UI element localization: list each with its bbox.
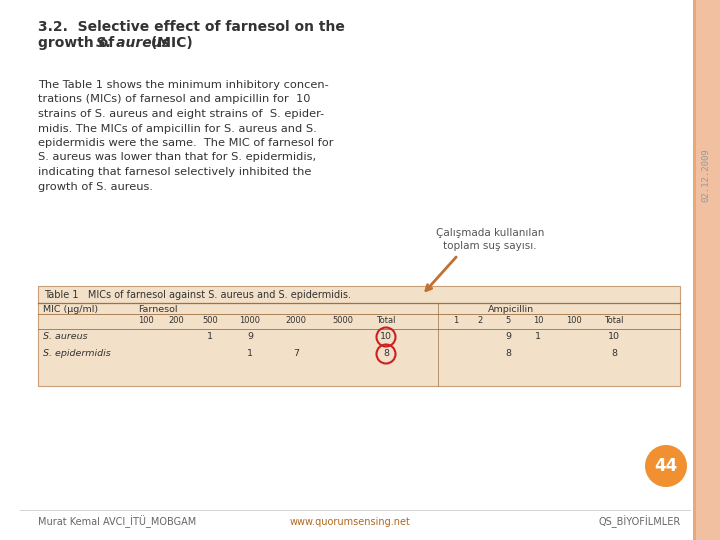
Bar [693, 0, 696, 540]
Text: QS_BİYOFİLMLER: QS_BİYOFİLMLER [599, 516, 681, 529]
Text: 200: 200 [168, 316, 184, 325]
Text: 1: 1 [247, 349, 253, 358]
Text: 100: 100 [566, 316, 582, 325]
Text: 8: 8 [611, 349, 617, 358]
Text: 1: 1 [535, 332, 541, 341]
Text: epidermidis were the same.  The MIC of farnesol for: epidermidis were the same. The MIC of fa… [38, 138, 333, 148]
Text: 100: 100 [138, 316, 154, 325]
Text: 2000: 2000 [286, 316, 307, 325]
Text: indicating that farnesol selectively inhibited the: indicating that farnesol selectively inh… [38, 167, 311, 177]
Text: Farnesol: Farnesol [138, 305, 178, 314]
Text: 10: 10 [608, 332, 620, 341]
Text: 500: 500 [202, 316, 218, 325]
Text: midis. The MICs of ampicillin for S. aureus and S.: midis. The MICs of ampicillin for S. aur… [38, 124, 317, 133]
Text: www.quorumsensing.net: www.quorumsensing.net [289, 517, 410, 527]
Text: 8: 8 [505, 349, 511, 358]
Text: strains of S. aureus and eight strains of  S. epider-: strains of S. aureus and eight strains o… [38, 109, 324, 119]
Text: 5000: 5000 [333, 316, 354, 325]
Text: S. aureus: S. aureus [43, 332, 88, 341]
Text: 7: 7 [293, 349, 299, 358]
Text: 3.2.  Selective effect of farnesol on the: 3.2. Selective effect of farnesol on the [38, 20, 345, 34]
Text: 2: 2 [477, 316, 482, 325]
Text: 10: 10 [380, 332, 392, 341]
Text: Total: Total [604, 316, 624, 325]
Bar [696, 0, 720, 540]
Circle shape [645, 445, 687, 487]
Text: 1: 1 [207, 332, 213, 341]
Text: growth of: growth of [38, 36, 119, 50]
Text: 9: 9 [247, 332, 253, 341]
Text: S. aureus: S. aureus [96, 36, 170, 50]
Text: Table 1   MICs of farnesol against S. aureus and S. epidermidis.: Table 1 MICs of farnesol against S. aure… [44, 290, 351, 300]
Text: (MIC): (MIC) [146, 36, 193, 50]
Text: 10: 10 [533, 316, 544, 325]
Text: The Table 1 shows the minimum inhibitory concen-: The Table 1 shows the minimum inhibitory… [38, 80, 329, 90]
Text: 1000: 1000 [240, 316, 261, 325]
Text: Murat Kemal AVCI_İTÜ_MOBGAM: Murat Kemal AVCI_İTÜ_MOBGAM [38, 516, 197, 529]
Text: 9: 9 [505, 332, 511, 341]
Text: Çalışmada kullanılan: Çalışmada kullanılan [436, 228, 544, 238]
Text: S. epidermidis: S. epidermidis [43, 349, 111, 358]
Text: 5: 5 [505, 316, 510, 325]
Text: toplam suş sayısı.: toplam suş sayısı. [444, 241, 537, 251]
Text: S. aureus was lower than that for S. epidermidis,: S. aureus was lower than that for S. epi… [38, 152, 316, 163]
Bar [38, 286, 680, 386]
Text: trations (MICs) of farnesol and ampicillin for  10: trations (MICs) of farnesol and ampicill… [38, 94, 310, 105]
Text: 02.12.2009: 02.12.2009 [701, 148, 711, 202]
Text: 44: 44 [654, 457, 678, 475]
Text: 1: 1 [454, 316, 459, 325]
Text: MIC (µg/ml): MIC (µg/ml) [43, 305, 98, 314]
Text: Ampicillin: Ampicillin [488, 305, 534, 314]
Text: 8: 8 [383, 349, 389, 358]
Text: Total: Total [377, 316, 396, 325]
Text: growth of S. aureus.: growth of S. aureus. [38, 181, 153, 192]
